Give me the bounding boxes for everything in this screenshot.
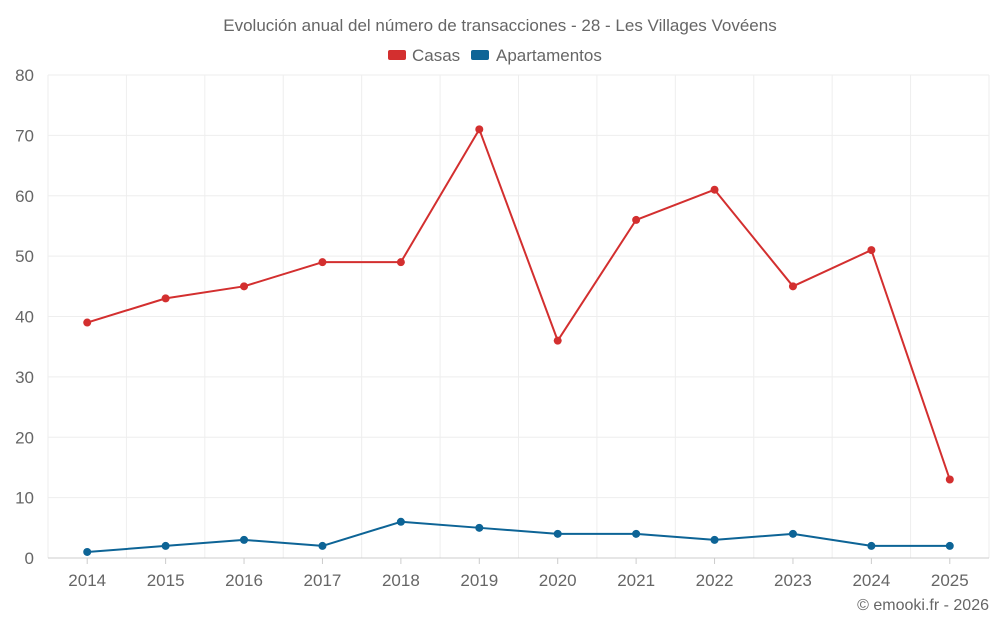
apartamentos-point <box>240 535 249 544</box>
series-group <box>83 125 954 556</box>
apartamentos-line <box>87 520 950 553</box>
x-tick-label: 2017 <box>304 571 342 590</box>
apartamentos-point <box>161 541 170 550</box>
x-tick-label: 2024 <box>852 571 890 590</box>
y-tick-label: 30 <box>15 368 34 387</box>
y-gridlines <box>48 74 989 499</box>
y-tick-label: 20 <box>15 428 34 447</box>
axes <box>48 557 989 564</box>
x-tick-label: 2016 <box>225 571 263 590</box>
casas-point <box>83 318 92 327</box>
casas-point <box>867 246 876 255</box>
apartamentos-point <box>475 523 484 532</box>
y-tick-label: 50 <box>15 247 34 266</box>
casas-point <box>710 185 719 194</box>
y-tick-label: 10 <box>15 489 34 508</box>
casas-point <box>240 282 249 291</box>
x-tick-label: 2020 <box>539 571 577 590</box>
apartamentos-point <box>632 529 641 538</box>
y-tick-label: 0 <box>25 549 34 568</box>
apartamentos-point <box>945 541 954 550</box>
credit-text: © emooki.fr - 2026 <box>857 597 989 614</box>
x-tick-label: 2018 <box>382 571 420 590</box>
x-tick-label: 2019 <box>460 571 498 590</box>
x-tick-label: 2014 <box>68 571 106 590</box>
casas-line <box>86 128 951 480</box>
x-tick-label: 2022 <box>696 571 734 590</box>
y-tick-label: 60 <box>15 187 34 206</box>
casas-point <box>553 336 562 345</box>
casas-point <box>475 125 484 134</box>
apartamentos-point <box>83 547 92 556</box>
y-tick-label: 70 <box>15 126 34 145</box>
apartamentos-point <box>867 541 876 550</box>
legend-item-casas: Casas <box>388 46 460 65</box>
apartamentos-point <box>318 541 327 550</box>
series-casas <box>83 125 954 484</box>
casas-point <box>788 282 797 291</box>
chart-title: Evolución anual del número de transaccio… <box>223 16 776 35</box>
legend-swatch-casas <box>388 50 406 60</box>
y-tick-label: 80 <box>15 66 34 85</box>
casas-point <box>161 294 170 303</box>
apartamentos-point <box>396 517 405 526</box>
legend: Casas Apartamentos <box>388 46 602 65</box>
x-tick-label: 2015 <box>147 571 185 590</box>
casas-point <box>396 258 405 267</box>
casas-point <box>945 475 954 484</box>
legend-label-apartamentos: Apartamentos <box>496 46 602 65</box>
casas-point <box>632 215 641 224</box>
apartamentos-point <box>710 535 719 544</box>
y-tick-label: 40 <box>15 308 34 327</box>
x-tick-label: 2025 <box>931 571 969 590</box>
casas-point <box>318 258 327 267</box>
apartamentos-point <box>553 529 562 538</box>
y-axis-ticks: 0 10 20 30 40 50 60 70 80 <box>15 66 34 568</box>
x-tick-label: 2021 <box>617 571 655 590</box>
legend-swatch-apartamentos <box>471 50 489 60</box>
x-tick-label: 2023 <box>774 571 812 590</box>
x-axis-ticks: 2014 2015 2016 2017 2018 2019 2020 2021 2022 2023… <box>68 571 968 590</box>
legend-item-apartamentos: Apartamentos <box>471 46 602 65</box>
legend-label-casas: Casas <box>412 46 460 65</box>
apartamentos-point <box>788 529 797 538</box>
series-apartamentos <box>83 517 954 556</box>
